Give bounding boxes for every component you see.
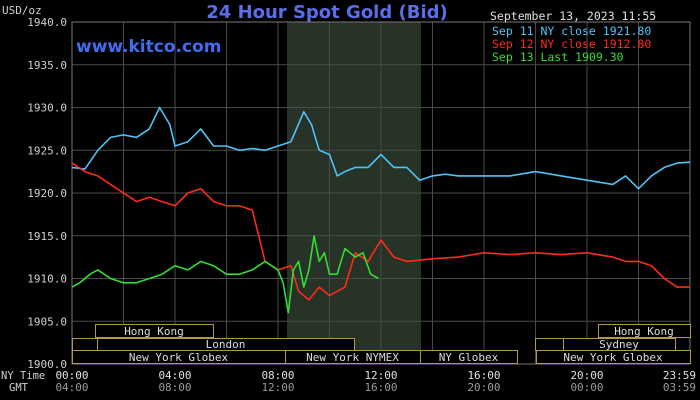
y-tick-label: 1920.0 [27,187,67,200]
market-session-box [598,324,691,338]
legend: Sep 11 NY close 1921.80 Sep 12 NY close … [492,24,651,64]
market-session-label: Sydney [599,338,639,351]
market-session-label: New York Globex [129,351,229,364]
chart-title: 24 Hour Spot Gold (Bid) [206,2,447,23]
y-tick-label: 1900.0 [27,358,67,371]
y-tick-label: 1940.0 [27,16,67,29]
x-tick-label-gmt: 16:00 [364,381,397,394]
x-tick-label-ny: 00:00 [55,369,88,382]
grid-lines [71,21,691,365]
x-tick-label-ny: 12:00 [364,369,397,382]
x-tick-label-gmt: 08:00 [158,381,191,394]
market-session-label: NY Globex [439,351,499,364]
unit-label: USD/oz [2,4,42,17]
series-line-1 [71,162,690,301]
market-session-box [95,324,214,338]
ny-time-label: NY Time [1,370,45,382]
market-session-label: London [206,338,246,351]
y-tick-label: 1905.0 [27,315,67,328]
x-tick-label-gmt: 20:00 [467,381,500,394]
market-session-label: New York Globex [563,351,663,364]
y-axis-ticks: 1900.0 1905.0 1910.0 1915.0 1920.0 1925.0 1930… [27,16,67,371]
market-session-label: Hong Kong [614,325,674,338]
market-session-label: New York NYMEX [306,351,399,364]
y-tick-label: 1910.0 [27,273,67,286]
gmt-label: GMT [9,382,29,394]
website-label: www.kitco.com [76,37,221,57]
market-session-box [420,350,518,364]
x-tick-label-gmt: 03:59 [663,381,696,394]
legend-entry-sep12: Sep 12 NY close 1912.80 [492,37,651,51]
x-tick-label-ny: 04:00 [158,369,191,382]
legend-entry-sep11: Sep 11 NY close 1921.80 [492,24,651,38]
x-tick-label-ny: 23:59 [663,369,696,382]
x-tick-label-gmt: 12:00 [261,381,294,394]
market-session-label: Hong Kong [124,325,184,338]
series-line-0 [71,106,691,190]
legend-entry-sep13: Sep 13 Last 1909.30 [492,50,624,64]
x-tick-label-ny: 16:00 [467,369,500,382]
x-tick-label-gmt: 04:00 [55,381,88,394]
y-tick-label: 1930.0 [27,102,67,115]
x-tick-label-ny: 20:00 [570,369,603,382]
y-tick-label: 1935.0 [27,59,67,72]
market-session-box [536,350,691,364]
x-tick-label-gmt: 00:00 [570,381,603,394]
y-tick-label: 1925.0 [27,144,67,157]
y-tick-label: 1915.0 [27,230,67,243]
timestamp: September 13, 2023 11:55 [490,9,656,23]
x-tick-label-ny: 08:00 [261,369,294,382]
x-axis-ticks: 00:0004:0004:0008:0008:0012:0012:0016:00… [55,369,696,394]
series-line-2 [71,235,379,314]
price-series [71,106,691,314]
